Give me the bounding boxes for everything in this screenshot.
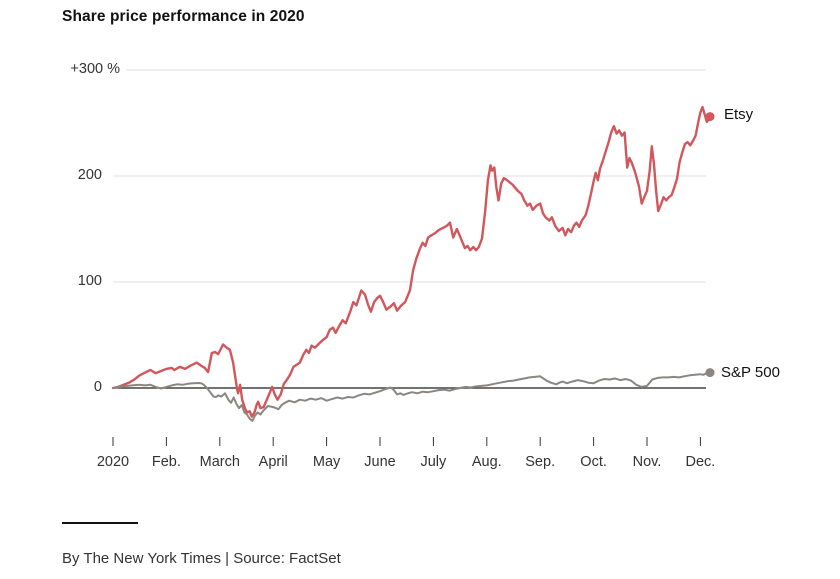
- end-dot-etsy: [705, 112, 715, 122]
- x-tick-label-dec: Dec.: [685, 454, 716, 470]
- series-label-etsy: Etsy: [724, 106, 754, 123]
- series-label-sp500: S&P 500: [721, 364, 780, 381]
- end-dot-sp500: [705, 368, 715, 378]
- footer-rule: [62, 522, 138, 524]
- x-tick-label-march: March: [199, 454, 240, 470]
- x-tick-label-2020: 2020: [96, 454, 130, 470]
- x-tick-label-july: July: [420, 454, 447, 470]
- line-etsy: [111, 105, 712, 418]
- x-tick-label-feb: Feb.: [151, 454, 181, 470]
- x-tick-label-aug: Aug.: [471, 454, 502, 470]
- y-tick-label-100: 100: [77, 273, 102, 289]
- x-tick-label-april: April: [258, 454, 288, 470]
- line-sp500: [112, 371, 711, 422]
- y-tick-label-300: +300 %: [70, 61, 120, 77]
- y-tick-label-0: 0: [93, 379, 102, 395]
- byline: By The New York Times | Source: FactSet: [62, 550, 341, 567]
- chart-title: Share price performance in 2020: [62, 8, 305, 25]
- x-tick-label-june: June: [364, 454, 396, 470]
- x-tick-label-oct: Oct.: [580, 454, 607, 470]
- x-tick-label-may: May: [312, 454, 341, 470]
- y-tick-label-200: 200: [77, 167, 102, 183]
- x-tick-label-sep: Sep.: [525, 454, 556, 470]
- x-tick-label-nov: Nov.: [632, 454, 662, 470]
